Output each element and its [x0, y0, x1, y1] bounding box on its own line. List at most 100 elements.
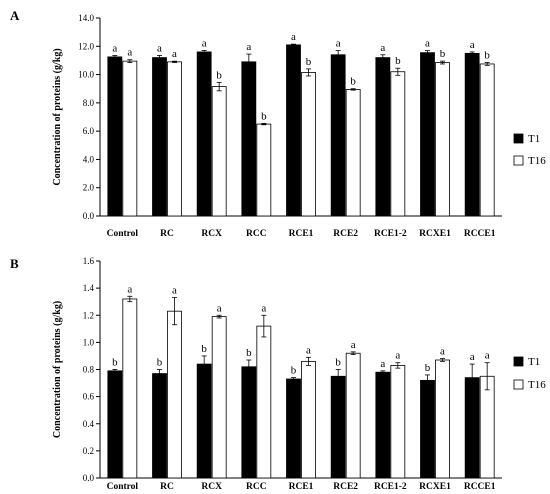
bar-t16 — [301, 72, 316, 217]
category-label: RCC — [246, 482, 267, 492]
bar-t16 — [435, 359, 450, 479]
significance-letter: a — [470, 351, 475, 363]
y-axis-label: Concentration of proteins (g/kg) — [52, 301, 63, 438]
y-tick-label: 2.0 — [83, 183, 95, 193]
significance-letter: b — [201, 343, 207, 355]
y-tick-label: 0.6 — [83, 392, 95, 402]
bar-t1 — [330, 375, 346, 479]
y-tick-label: 1.4 — [83, 283, 95, 293]
y-tick-label: 12.0 — [78, 41, 94, 51]
bar-t1 — [196, 363, 212, 479]
significance-letter: a — [217, 302, 222, 314]
category-label: RCXE1 — [419, 229, 451, 239]
legend-swatch-t16 — [513, 379, 524, 390]
significance-letter: b — [246, 347, 252, 359]
significance-letter: a — [112, 42, 117, 54]
category-label: RCE1-2 — [374, 482, 407, 492]
bar-t1 — [420, 52, 435, 217]
significance-letter: a — [380, 358, 385, 370]
bar-t16 — [211, 86, 227, 217]
bar-t16 — [122, 298, 138, 479]
legend-label: T16 — [528, 155, 546, 167]
category-label: Control — [107, 229, 139, 239]
y-tick-label: 1.0 — [83, 337, 95, 347]
significance-letter: a — [261, 302, 266, 314]
bar-t1 — [330, 54, 346, 217]
bar-t1 — [464, 377, 480, 479]
category-label: RC — [160, 482, 174, 492]
significance-letter: a — [202, 38, 207, 50]
bar-t16 — [301, 360, 316, 479]
y-tick-label: 0.0 — [83, 211, 95, 221]
significance-letter: a — [425, 38, 430, 50]
y-tick-label: 10.0 — [78, 70, 94, 80]
bar-t16 — [256, 325, 272, 479]
category-label: RCE1 — [289, 229, 314, 239]
significance-letter: b — [350, 76, 356, 88]
legend-swatch-t16 — [513, 155, 524, 166]
significance-letter: b — [157, 357, 163, 369]
category-label: RCE2 — [333, 229, 358, 239]
category-label: RCE1 — [289, 482, 314, 492]
bar-t1 — [375, 57, 391, 217]
significance-letter: b — [440, 48, 446, 60]
category-label: RCCE1 — [464, 229, 496, 239]
significance-letter: a — [172, 285, 177, 297]
y-tick-label: 0.2 — [83, 446, 94, 456]
category-label: RCXE1 — [419, 482, 451, 492]
bar-t16 — [345, 352, 361, 479]
significance-letter: a — [470, 39, 475, 51]
significance-letter: a — [172, 48, 177, 60]
significance-letter: a — [127, 47, 132, 59]
panel-a: A Concentration of proteins (g/kg) 0.0 2.0 4… — [10, 8, 546, 239]
legend-swatch-t1 — [513, 133, 524, 144]
y-tick-label: 0.0 — [83, 473, 95, 483]
significance-letter: b — [425, 362, 431, 374]
legend-label: T1 — [528, 356, 540, 368]
category-label: RC — [160, 229, 174, 239]
significance-letter: b — [112, 357, 118, 369]
bar-t1 — [107, 370, 123, 479]
bar-t1 — [241, 61, 257, 217]
category-label: RCX — [201, 229, 222, 239]
bar-t1 — [286, 44, 301, 217]
y-tick-label: 1.6 — [83, 256, 95, 266]
bar-t1 — [241, 366, 257, 479]
significance-letter: a — [485, 350, 490, 362]
significance-letter: a — [351, 339, 356, 351]
y-tick-label: 8.0 — [83, 98, 95, 108]
significance-letter: a — [380, 42, 385, 54]
bar-t16 — [211, 316, 227, 479]
significance-letter: a — [127, 283, 132, 295]
significance-letter: b — [261, 110, 267, 122]
y-tick-label: 0.4 — [83, 419, 95, 429]
significance-letter: b — [335, 357, 341, 369]
category-label: RCE2 — [333, 482, 358, 492]
legend-label: T16 — [528, 379, 546, 391]
category-label: Control — [107, 482, 139, 492]
category-label: RCX — [201, 482, 222, 492]
significance-letter: a — [395, 350, 400, 362]
legend-swatch-t1 — [513, 356, 524, 367]
panel-label: B — [10, 256, 19, 271]
significance-letter: b — [216, 69, 222, 81]
significance-letter: b — [395, 55, 401, 67]
bar-t16 — [435, 62, 450, 217]
bar-t16 — [390, 71, 406, 217]
bar-t1 — [107, 56, 123, 217]
bar-t16 — [122, 60, 138, 217]
bar-t1 — [152, 57, 167, 217]
significance-letter: a — [291, 31, 296, 43]
y-tick-label: 0.8 — [83, 365, 95, 375]
significance-letter: a — [246, 41, 251, 53]
category-label: RCE1-2 — [374, 229, 407, 239]
bar-t16 — [167, 310, 182, 479]
significance-letter: b — [484, 50, 490, 62]
legend-label: T1 — [528, 133, 540, 145]
y-tick-label: 1.2 — [83, 310, 94, 320]
bar-t1 — [464, 52, 480, 217]
y-tick-label: 14.0 — [78, 13, 94, 23]
bar-t16 — [345, 89, 361, 217]
bar-t16 — [390, 365, 406, 479]
category-label: RCCE1 — [464, 482, 496, 492]
